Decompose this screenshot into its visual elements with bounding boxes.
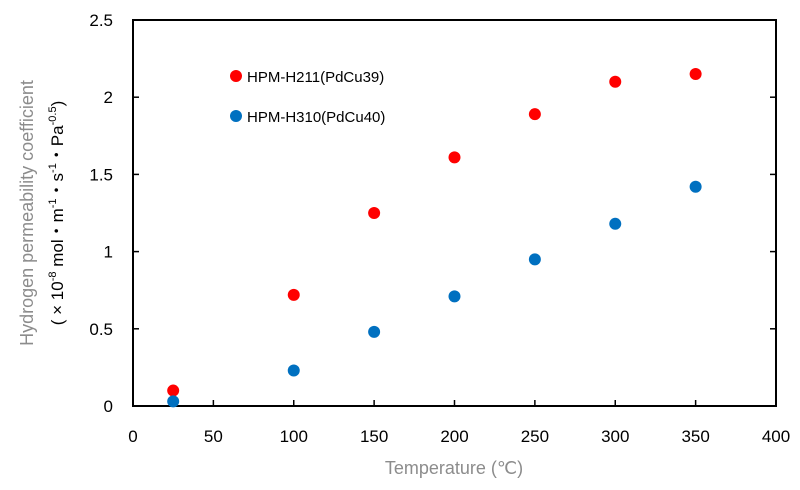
legend-marker-pdcu39 <box>230 70 242 82</box>
data-point-series-1 <box>368 325 381 338</box>
x-tick-label: 250 <box>521 427 549 446</box>
y-axis-title-units: ( × 10-8 mol・m-1・s-1・Pa-0.5) <box>47 101 67 326</box>
y-axis-tick-labels: 0 0.5 1 1.5 2 2.5 <box>89 11 113 416</box>
x-tick-label: 300 <box>601 427 629 446</box>
data-point-series-1 <box>287 364 300 377</box>
x-axis-title: Temperature (℃) <box>385 458 523 478</box>
data-point-series-0 <box>689 68 702 81</box>
legend-label-pdcu39: HPM-H211(PdCu39) <box>247 69 384 86</box>
data-point-series-0 <box>287 288 300 301</box>
y-tick-label: 1.5 <box>89 165 113 184</box>
data-point-series-1 <box>528 253 541 266</box>
y-tick-label: 2 <box>104 88 113 107</box>
data-point-series-0 <box>448 151 461 164</box>
data-points <box>167 68 702 408</box>
y-axis-title: Hydrogen permeability coefficient <box>17 80 37 346</box>
data-point-series-1 <box>167 395 180 408</box>
data-point-series-1 <box>689 180 702 193</box>
data-point-series-0 <box>609 75 622 88</box>
x-tick-label: 0 <box>128 427 137 446</box>
plot-area <box>132 19 777 407</box>
x-tick-label: 400 <box>762 427 790 446</box>
y-axis-title-line1: Hydrogen permeability coefficient <box>17 80 37 346</box>
legend-label-pdcu40: HPM-H310(PdCu40) <box>247 109 385 126</box>
plot-border <box>132 19 777 407</box>
x-tick-label: 200 <box>440 427 468 446</box>
y-tick-label: 2.5 <box>89 11 113 30</box>
x-tick-label: 150 <box>360 427 388 446</box>
axis-ticks <box>133 96 776 406</box>
data-point-series-0 <box>368 207 381 219</box>
y-tick-label: 1 <box>104 243 113 262</box>
x-tick-label: 350 <box>681 427 709 446</box>
y-tick-label: 0 <box>104 397 113 416</box>
data-point-series-0 <box>528 108 541 121</box>
x-axis-tick-labels: 0 50 100 150 200 250 300 350 400 <box>128 427 790 446</box>
x-tick-label: 50 <box>204 427 223 446</box>
legend-marker-pdcu40 <box>230 110 242 122</box>
x-tick-label: 100 <box>280 427 308 446</box>
y-axis-units: ( × 10-8 mol・m-1・s-1・Pa-0.5) <box>47 101 67 326</box>
data-point-series-0 <box>167 384 180 397</box>
data-point-series-1 <box>448 290 461 303</box>
data-point-series-1 <box>609 217 622 230</box>
legend: HPM-H211(PdCu39) HPM-H310(PdCu40) <box>230 69 385 126</box>
y-tick-label: 0.5 <box>89 320 113 339</box>
